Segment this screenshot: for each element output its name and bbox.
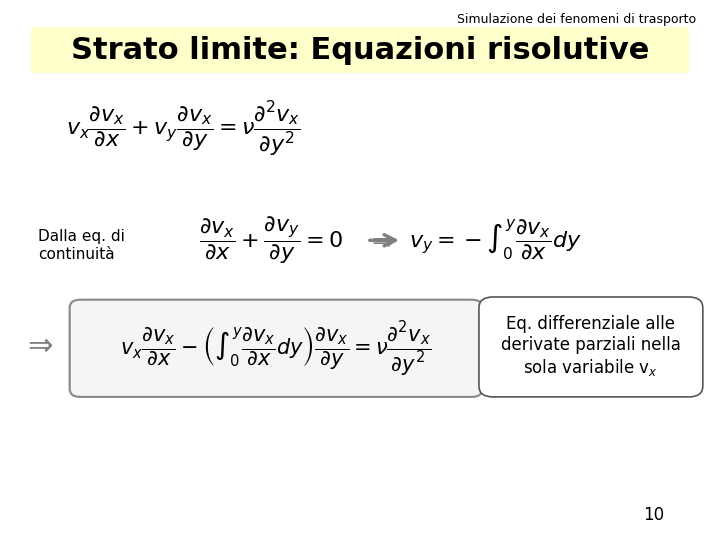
FancyBboxPatch shape bbox=[479, 297, 703, 397]
FancyBboxPatch shape bbox=[31, 27, 689, 73]
Text: Dalla eq. di
continuità: Dalla eq. di continuità bbox=[38, 230, 125, 262]
Text: $v_x \dfrac{\partial v_x}{\partial x} + v_y \dfrac{\partial v_x}{\partial y} = \: $v_x \dfrac{\partial v_x}{\partial x} + … bbox=[66, 100, 301, 159]
Text: $v_y = -\int_0^y \dfrac{\partial v_x}{\partial x} dy$: $v_y = -\int_0^y \dfrac{\partial v_x}{\p… bbox=[409, 218, 582, 262]
Text: $\Rightarrow$: $\Rightarrow$ bbox=[22, 331, 54, 360]
Text: $\Rightarrow$: $\Rightarrow$ bbox=[366, 226, 395, 254]
Text: Eq. differenziale alle
derivate parziali nella
sola variabile v$_x$: Eq. differenziale alle derivate parziali… bbox=[501, 315, 681, 378]
Text: 10: 10 bbox=[643, 506, 665, 524]
Text: Simulazione dei fenomeni di trasporto: Simulazione dei fenomeni di trasporto bbox=[456, 14, 696, 26]
Text: Strato limite: Equazioni risolutive: Strato limite: Equazioni risolutive bbox=[71, 36, 649, 65]
Text: $\dfrac{\partial v_x}{\partial x} + \dfrac{\partial v_y}{\partial y} = 0$: $\dfrac{\partial v_x}{\partial x} + \dfr… bbox=[199, 214, 343, 266]
Text: $v_x \dfrac{\partial v_x}{\partial x} - \left(\int_0^y \dfrac{\partial v_x}{\par: $v_x \dfrac{\partial v_x}{\partial x} - … bbox=[120, 319, 432, 378]
FancyBboxPatch shape bbox=[70, 300, 482, 397]
